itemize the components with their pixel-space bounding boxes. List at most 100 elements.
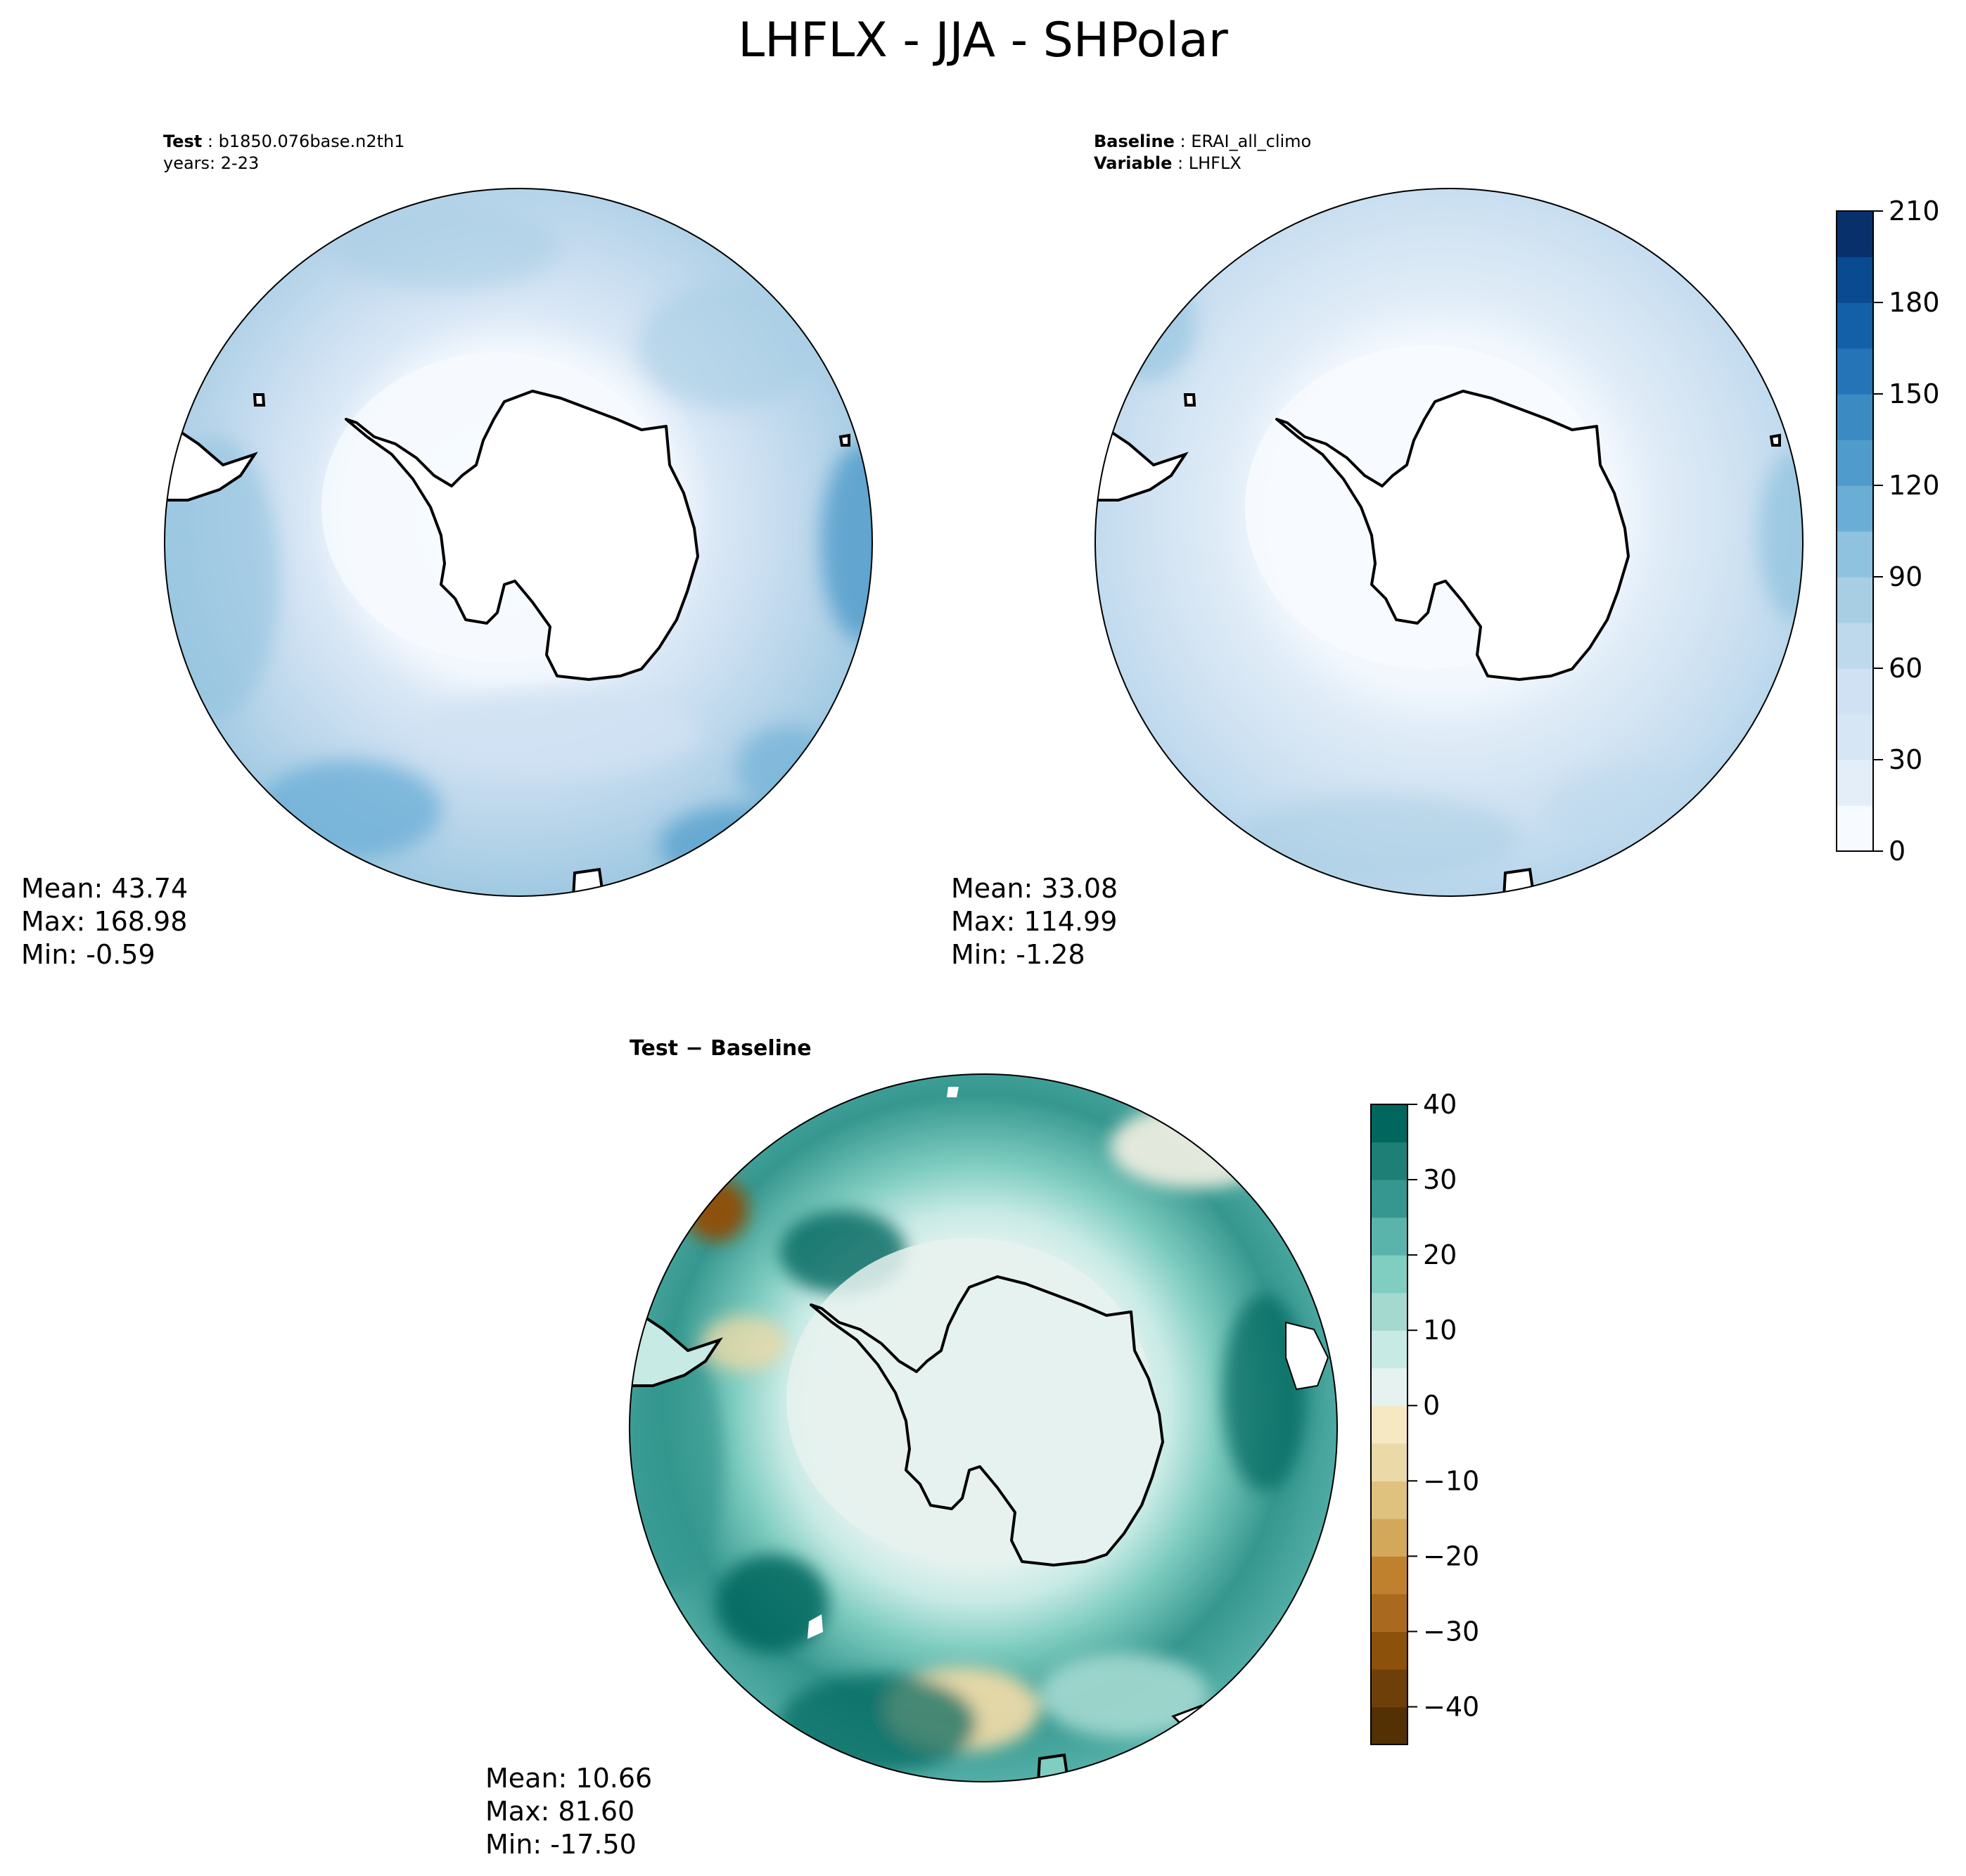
colorbar-blues-tick-label: 120 bbox=[1889, 470, 1940, 501]
test-field-anomalies bbox=[165, 205, 872, 883]
colorbar-brbg: −40 −30 −20 −10 0 10 20 30 40 bbox=[1370, 1089, 1479, 1745]
diff-island bbox=[1036, 1753, 1070, 1782]
test-island-3 bbox=[571, 867, 605, 896]
test-map-border bbox=[164, 188, 873, 897]
colorbar-brbg-tick-label: 30 bbox=[1423, 1164, 1457, 1195]
colorbar-blues-segment bbox=[1837, 623, 1873, 669]
colorbar-brbg-segment bbox=[1371, 1330, 1408, 1369]
colorbar-brbg-tick-label: 20 bbox=[1423, 1239, 1457, 1270]
colorbar-brbg-segment bbox=[1371, 1405, 1408, 1444]
colorbar-blues-frame bbox=[1836, 210, 1874, 852]
colorbar-brbg-segment bbox=[1371, 1443, 1408, 1481]
colorbar-brbg-tick-label: −20 bbox=[1423, 1540, 1479, 1571]
baseline-label: Baseline : ERAI_all_climo Variable : LHF… bbox=[1094, 131, 1311, 174]
test-label-value: b1850.076base.n2th1 bbox=[218, 132, 405, 151]
diff-map-border bbox=[629, 1073, 1338, 1782]
colorbar-blues-segment bbox=[1837, 714, 1873, 760]
baseline-label-key: Baseline bbox=[1094, 132, 1175, 151]
baseline-min: Min: -1.28 bbox=[951, 939, 1085, 970]
test-map bbox=[164, 188, 873, 897]
test-island-2 bbox=[838, 433, 850, 447]
test-label-key: Test bbox=[163, 132, 203, 151]
baseline-label-sep: : bbox=[1174, 132, 1192, 151]
baseline-stats: Mean: 33.08 Max: 114.99 Min: -1.28 bbox=[951, 872, 1118, 971]
colorbar-blues-segment bbox=[1837, 302, 1873, 349]
test-label-years: years: 2-23 bbox=[163, 153, 260, 173]
test-label: Test : b1850.076base.n2th1 years: 2-23 bbox=[163, 131, 405, 174]
baseline-mean: Mean: 33.08 bbox=[951, 873, 1118, 904]
colorbar-blues-segment bbox=[1837, 348, 1873, 395]
colorbar-blues-segment bbox=[1837, 440, 1873, 486]
baseline-variable-sep: : bbox=[1172, 153, 1189, 173]
colorbar-brbg-frame bbox=[1370, 1104, 1408, 1745]
colorbar-blues-segment bbox=[1837, 805, 1873, 852]
colorbar-brbg-tick-label: 0 bbox=[1423, 1390, 1440, 1421]
test-antarctica-outline bbox=[345, 390, 699, 681]
test-island bbox=[253, 393, 266, 407]
colorbar-blues: 0 30 60 90 120 150 180 210 bbox=[1836, 196, 1940, 867]
baseline-variable-value: LHFLX bbox=[1188, 153, 1241, 173]
colorbar-brbg-tick-label: −40 bbox=[1423, 1691, 1479, 1722]
colorbar-blues-segment bbox=[1837, 531, 1873, 578]
colorbar-brbg-segment bbox=[1371, 1367, 1408, 1406]
baseline-max: Max: 114.99 bbox=[951, 906, 1118, 937]
colorbar-brbg-segment bbox=[1371, 1481, 1408, 1519]
colorbar-blues-tick-label: 30 bbox=[1889, 744, 1922, 775]
diff-mean: Mean: 10.66 bbox=[485, 1763, 653, 1794]
diff-field-anomalies bbox=[630, 1104, 1307, 1773]
baseline-island-2 bbox=[1769, 433, 1781, 447]
colorbar-blues-segment bbox=[1837, 394, 1873, 440]
diff-min: Min: -17.50 bbox=[485, 1829, 637, 1860]
colorbar-blues-segment bbox=[1837, 485, 1873, 532]
diff-max: Max: 81.60 bbox=[485, 1796, 635, 1827]
test-min: Min: -0.59 bbox=[21, 939, 155, 970]
colorbar-brbg-tick-label: 40 bbox=[1423, 1089, 1457, 1120]
colorbar-brbg-segment bbox=[1371, 1631, 1408, 1670]
colorbar-brbg-segment bbox=[1371, 1518, 1408, 1557]
colorbar-brbg-segment bbox=[1371, 1292, 1408, 1331]
colorbar-blues-segment bbox=[1837, 668, 1873, 715]
colorbar-brbg-segment bbox=[1371, 1593, 1408, 1633]
diff-missing-1 bbox=[1285, 1321, 1329, 1391]
colorbar-blues-segment bbox=[1837, 257, 1873, 303]
test-max: Max: 168.98 bbox=[21, 906, 188, 937]
colorbar-blues-segment bbox=[1837, 760, 1873, 806]
colorbar-blues-tick-label: 0 bbox=[1889, 836, 1906, 867]
colorbar-blues-tick-label: 180 bbox=[1889, 287, 1940, 318]
colorbar-brbg-tick-label: 10 bbox=[1423, 1315, 1457, 1346]
colorbar-brbg-tick-label: −10 bbox=[1423, 1465, 1479, 1496]
colorbar-brbg-segment bbox=[1371, 1556, 1408, 1595]
test-stats: Mean: 43.74 Max: 168.98 Min: -0.59 bbox=[21, 872, 188, 971]
baseline-island-3 bbox=[1502, 867, 1536, 896]
baseline-map-border bbox=[1094, 188, 1804, 897]
colorbar-brbg-segment bbox=[1371, 1217, 1408, 1256]
diff-label: Test − Baseline bbox=[630, 1038, 812, 1059]
colorbar-blues-tick-label: 150 bbox=[1889, 378, 1940, 409]
figure-title: LHFLX - JJA - SHPolar bbox=[738, 13, 1228, 68]
colorbar-brbg-segment bbox=[1371, 1255, 1408, 1294]
colorbar-blues-segment bbox=[1837, 211, 1873, 257]
diff-map bbox=[629, 1073, 1338, 1782]
colorbar-brbg-segment bbox=[1371, 1706, 1408, 1745]
baseline-antarctica-outline bbox=[1275, 390, 1630, 681]
colorbar-brbg-segment bbox=[1371, 1142, 1408, 1180]
diff-missing-2 bbox=[808, 1614, 823, 1639]
colorbar-blues-tick-label: 90 bbox=[1889, 561, 1922, 592]
colorbar-brbg-segment bbox=[1371, 1180, 1408, 1218]
baseline-map bbox=[1094, 188, 1804, 897]
colorbar-brbg-tick-label: −30 bbox=[1423, 1616, 1479, 1647]
colorbar-brbg-segment bbox=[1371, 1668, 1408, 1708]
diff-stats: Mean: 10.66 Max: 81.60 Min: -17.50 bbox=[485, 1762, 652, 1861]
diff-antarctica-outline bbox=[810, 1275, 1164, 1566]
test-mean: Mean: 43.74 bbox=[21, 873, 189, 904]
colorbar-blues-tick-label: 60 bbox=[1889, 653, 1922, 684]
diff-missing-3 bbox=[947, 1087, 959, 1097]
diff-label-text: Test − Baseline bbox=[630, 1036, 812, 1061]
baseline-variable-key: Variable bbox=[1094, 153, 1173, 173]
colorbar-blues-tick-label: 210 bbox=[1889, 196, 1940, 226]
test-label-sep: : bbox=[202, 132, 219, 151]
colorbar-brbg-segment bbox=[1371, 1104, 1408, 1143]
colorbar-blues-segment bbox=[1837, 577, 1873, 623]
baseline-island bbox=[1183, 393, 1196, 407]
baseline-label-value: ERAI_all_climo bbox=[1191, 132, 1312, 151]
